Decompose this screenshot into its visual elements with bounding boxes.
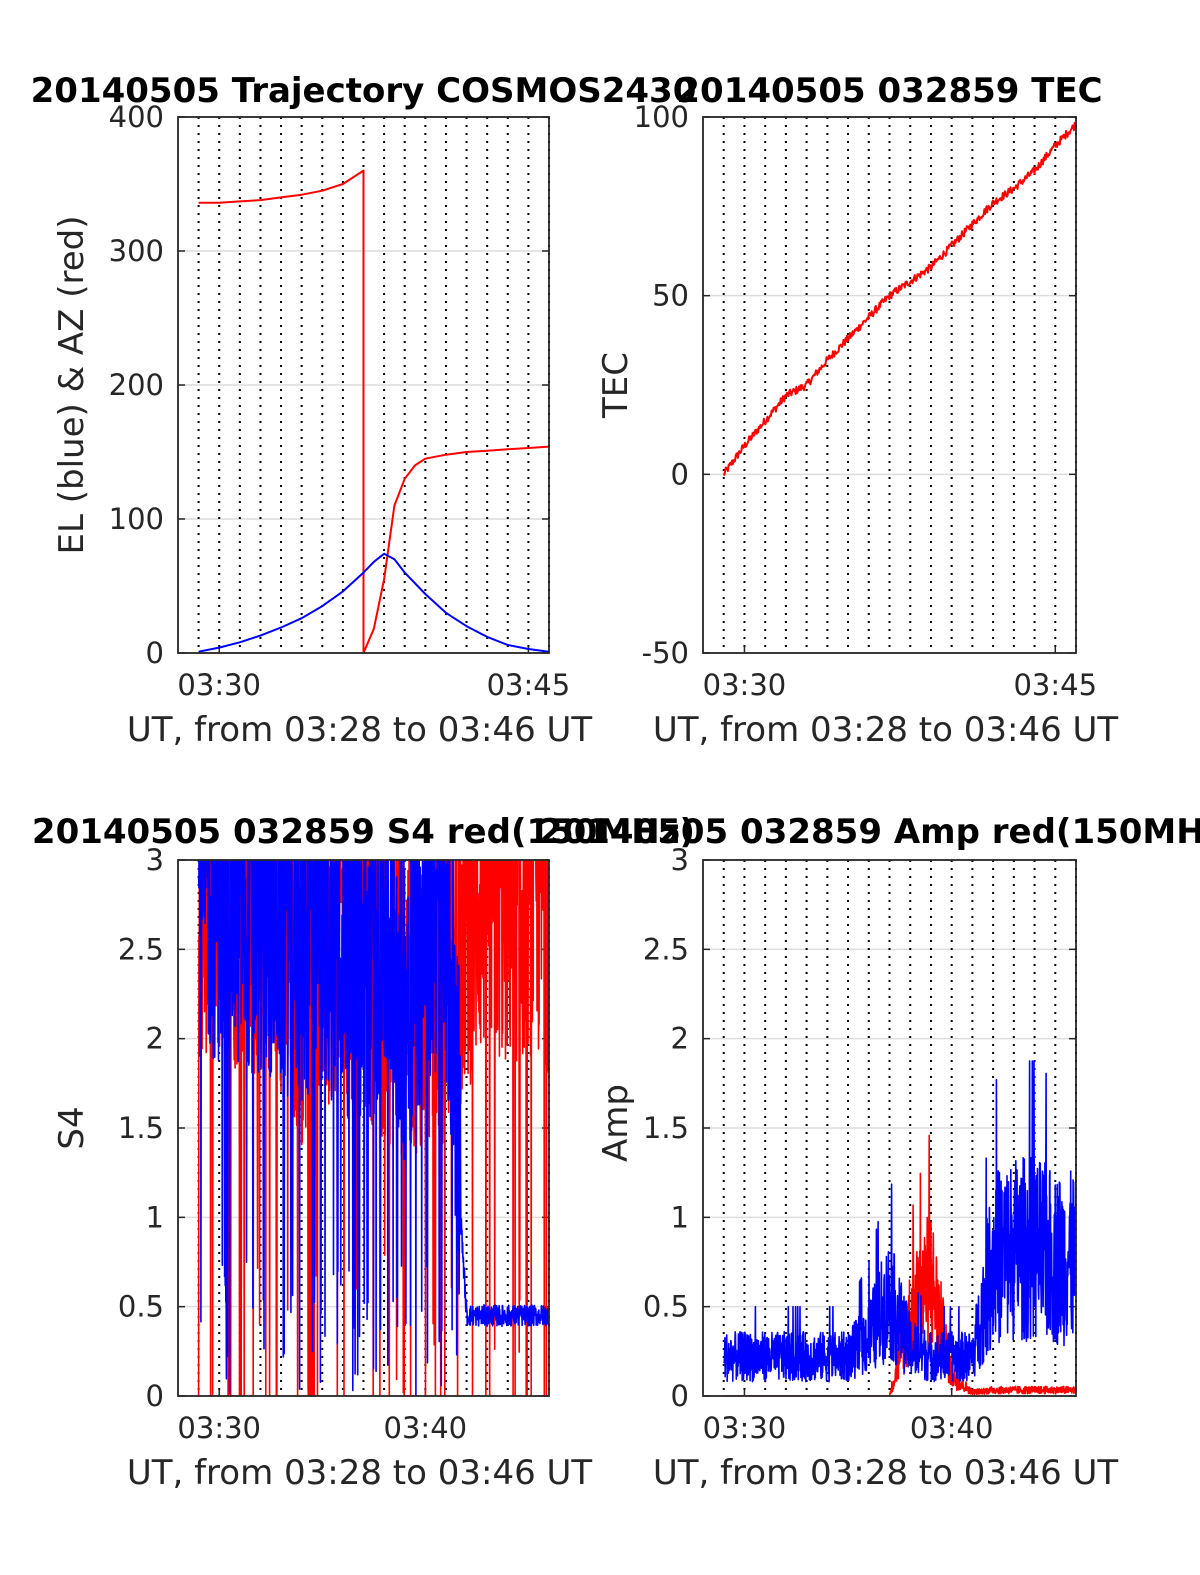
plot-area — [723, 1060, 1076, 1396]
chart-title: 20140505 032859 Amp red(150MHz) — [539, 812, 1200, 852]
x-tick-label: 03:45 — [487, 668, 571, 702]
y-tick-label: 200 — [109, 368, 164, 402]
y-tick-label: 400 — [109, 100, 164, 134]
series-line-red — [723, 1134, 1076, 1396]
x-axis-label: UT, from 03:28 to 03:46 UT — [127, 1453, 593, 1493]
x-tick-label: 03:45 — [1013, 668, 1097, 702]
y-tick-label: 2 — [671, 1022, 689, 1056]
axes-box — [177, 859, 550, 1397]
y-tick-label: 100 — [109, 502, 164, 536]
plot-area — [197, 860, 549, 1396]
chart-title: 20140505 032859 S4 red(150MHz) — [32, 812, 695, 852]
plot-area — [722, 121, 1076, 476]
y-tick-label: -50 — [642, 636, 689, 670]
x-tick-label: 03:30 — [703, 1411, 787, 1445]
y-tick-label: 0.5 — [118, 1290, 164, 1324]
axes-box — [702, 859, 1077, 1397]
y-tick-label: 2.5 — [643, 932, 689, 966]
y-axis-label: Amp — [596, 1084, 636, 1162]
series-line-blue — [723, 1060, 1076, 1383]
x-axis-label: UT, from 03:28 to 03:46 UT — [127, 710, 593, 750]
y-tick-label: 1.5 — [643, 1111, 689, 1145]
series-line-blue — [198, 552, 549, 653]
y-tick-label: 0 — [146, 636, 164, 670]
x-tick-label: 03:40 — [384, 1411, 468, 1445]
chart-panel-1: 0 100 200 300 400 03:30 03:45 20140505 Trajecto… — [31, 71, 697, 750]
y-axis-label: S4 — [52, 1106, 92, 1149]
chart-title: 20140505 Trajectory COSMOS2430 — [31, 71, 697, 111]
x-tick-label: 03:30 — [703, 668, 787, 702]
y-tick-label: 0 — [146, 1379, 164, 1413]
y-tick-label: 2 — [146, 1022, 164, 1056]
series-line-blue — [197, 860, 549, 1396]
y-tick-label: 1.5 — [118, 1111, 164, 1145]
x-tick-label: 03:30 — [177, 1411, 261, 1445]
y-tick-label: 100 — [634, 100, 689, 134]
y-tick-label: 0.5 — [643, 1290, 689, 1324]
y-axis-label: TEC — [596, 352, 636, 419]
series-line-red — [198, 169, 549, 653]
x-tick-label: 03:40 — [910, 1411, 994, 1445]
y-tick-label: 3 — [671, 843, 689, 877]
y-tick-label: 0 — [671, 1379, 689, 1413]
y-tick-label: 3 — [146, 843, 164, 877]
chart-panel-4: 0 0.5 1 1.5 2 2.5 3 03:30 03:40 20140505 032859 A… — [539, 812, 1200, 1493]
y-tick-label: 300 — [109, 234, 164, 268]
x-axis-label: UT, from 03:28 to 03:46 UT — [653, 710, 1119, 750]
y-axis-label: EL (blue) & AZ (red) — [52, 215, 92, 554]
axes-box — [177, 116, 550, 654]
y-tick-label: 1 — [671, 1200, 689, 1234]
chart-panel-2: -50 0 50 100 03:30 03:45 20140505 032859 TEC UT… — [596, 71, 1118, 750]
y-tick-label: 0 — [671, 457, 689, 491]
series-line-red — [722, 121, 1076, 476]
x-axis-label: UT, from 03:28 to 03:46 UT — [653, 1453, 1119, 1493]
axes-box — [702, 116, 1077, 654]
y-tick-label: 2.5 — [118, 932, 164, 966]
chart-title: 20140505 032859 TEC — [676, 71, 1102, 111]
plot-area — [198, 169, 549, 653]
chart-panel-3: 0 0.5 1 1.5 2 2.5 3 03:30 03:40 20140505 032859 S… — [32, 812, 695, 1493]
y-tick-label: 1 — [146, 1200, 164, 1234]
x-tick-label: 03:30 — [177, 668, 261, 702]
y-tick-label: 50 — [652, 279, 689, 313]
